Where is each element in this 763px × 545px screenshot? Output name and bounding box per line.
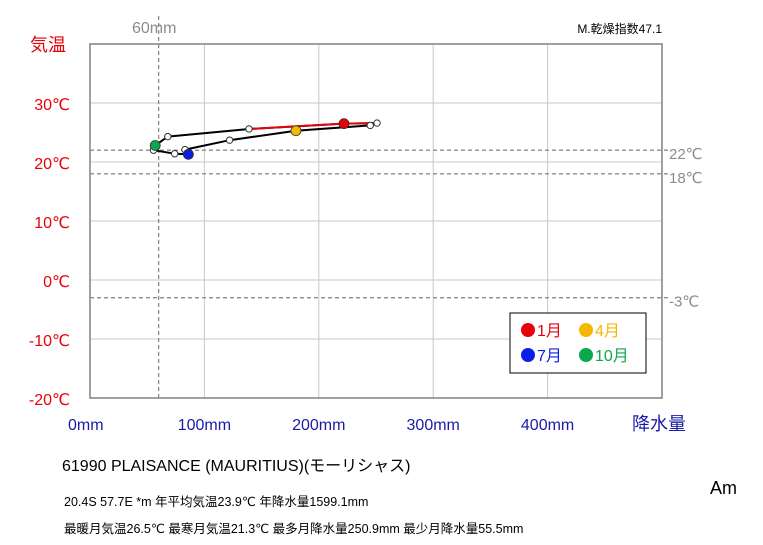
y-tick-label: -20℃ (29, 392, 70, 409)
x-tick-label: 0mm (68, 417, 104, 434)
month-point-12 (245, 125, 253, 133)
month-point-10 (149, 140, 161, 151)
y-tick-label: 10℃ (34, 215, 70, 232)
plot-area-border (89, 43, 663, 399)
month-point-1 (338, 118, 350, 130)
legend-marker (579, 323, 593, 337)
y-tick-label: 20℃ (34, 156, 70, 173)
station-summary-line2: 最暖月気温26.5℃ 最寒月気温21.3℃ 最多月降水量250.9mm 最少月降… (64, 522, 524, 536)
koppen-class: Am (710, 478, 737, 498)
x-tick-label: 300mm (407, 417, 460, 434)
legend-marker (521, 323, 535, 337)
station-summary-line1: 20.4S 57.7E *m 年平均気温23.9℃ 年降水量1599.1mm (64, 495, 369, 509)
ref-label-horizontal: -3℃ (669, 294, 699, 311)
legend-label: 4月 (595, 323, 620, 340)
y-tick-label: -10℃ (29, 333, 70, 350)
month-point-5 (225, 136, 234, 144)
y-tick-label: 30℃ (34, 97, 70, 114)
ref-label-horizontal: 22℃ (669, 146, 703, 163)
x-tick-label: 400mm (521, 417, 574, 434)
month-point-7 (182, 148, 194, 160)
legend-box (509, 312, 647, 374)
x-tick-label: 200mm (292, 417, 345, 434)
legend-label: 1月 (537, 323, 562, 340)
month-point-3 (366, 121, 374, 130)
ref-label-vertical: 60mm (132, 20, 176, 37)
x-tick-label: 100mm (178, 417, 231, 434)
month-point-4 (290, 125, 302, 137)
station-title: 61990 PLAISANCE (MAURITIUS)(モーリシャス) (62, 458, 411, 475)
x-axis-title: 降水量 (632, 414, 686, 434)
y-axis-title: 気温 (30, 35, 66, 55)
legend-marker (579, 348, 593, 362)
y-tick-label: 0℃ (43, 274, 70, 291)
month-point-8 (170, 150, 179, 158)
month-point-2 (373, 119, 381, 127)
legend-label: 7月 (537, 348, 562, 365)
legend-label: 10月 (595, 348, 629, 365)
ref-label-horizontal: 18℃ (669, 170, 703, 187)
legend-marker (521, 348, 535, 362)
aridity-index: M.乾燥指数47.1 (577, 21, 662, 36)
month-point-11 (164, 132, 172, 141)
